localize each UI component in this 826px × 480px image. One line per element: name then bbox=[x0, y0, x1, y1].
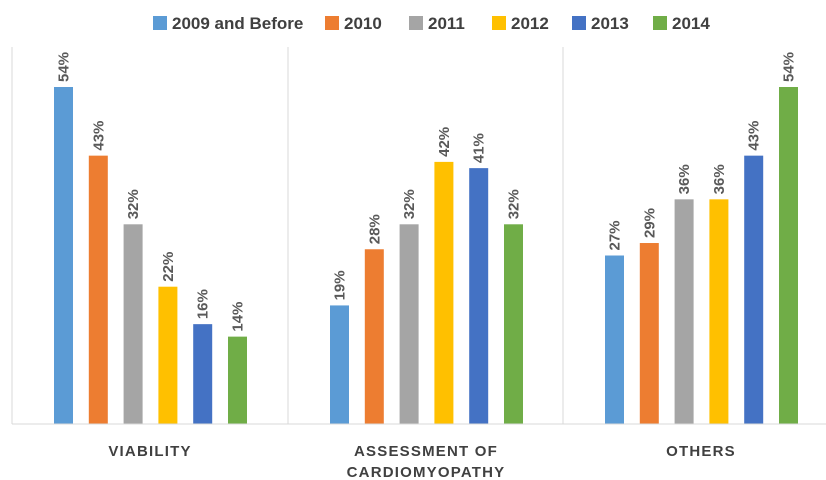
category-dividers bbox=[11, 47, 564, 424]
legend: 2009 and Before 2010 2011 2012 2013 2014 bbox=[153, 14, 710, 33]
data-label-others-2013: 43% bbox=[746, 121, 763, 151]
legend-label-2010: 2010 bbox=[344, 14, 382, 33]
data-label-assessment-of-cardiomyopathy-2012: 42% bbox=[436, 127, 453, 157]
legend-swatch-2011 bbox=[409, 16, 423, 30]
data-label-viability-2013: 16% bbox=[195, 289, 212, 319]
data-label-assessment-of-cardiomyopathy-2013: 41% bbox=[471, 133, 488, 163]
data-label-assessment-of-cardiomyopathy-2011: 32% bbox=[401, 189, 418, 219]
legend-label-2012: 2012 bbox=[511, 14, 549, 33]
bar-assessment-of-cardiomyopathy-2010 bbox=[364, 249, 384, 424]
data-label-others-2014: 54% bbox=[781, 52, 798, 82]
data-label-viability-2012: 22% bbox=[160, 252, 177, 282]
bar-assessment-of-cardiomyopathy-2013 bbox=[469, 168, 489, 424]
bar-assessment-of-cardiomyopathy-2012 bbox=[434, 161, 454, 424]
category-label-assessment-of-cardiomyopathy: ASSESSMENT OF bbox=[354, 443, 498, 460]
bar-assessment-of-cardiomyopathy-2011 bbox=[399, 224, 419, 424]
data-label-others-2010: 29% bbox=[641, 208, 658, 238]
bar-viability-2012 bbox=[158, 286, 178, 424]
bar-others-2014 bbox=[779, 87, 798, 424]
data-label-others-2011: 36% bbox=[676, 164, 693, 194]
legend-swatch-2014 bbox=[653, 16, 667, 30]
legend-label-2013: 2013 bbox=[591, 14, 629, 33]
data-label-assessment-of-cardiomyopathy-2010: 28% bbox=[366, 214, 383, 244]
bar-viability-2014 bbox=[228, 336, 247, 424]
bar-others-2013 bbox=[744, 155, 764, 425]
legend-label-2014: 2014 bbox=[672, 14, 710, 33]
bar-viability-2009-and-before bbox=[54, 87, 73, 424]
plot-area: 54% 43% 32% 22% 16% 14% 19% 28% 32% 42% 41% 32% 27% 2… bbox=[54, 52, 798, 425]
data-label-others-2012: 36% bbox=[711, 164, 728, 194]
category-labels: VIABILITY ASSESSMENT OF CARDIOMYOPATHY OTHE… bbox=[108, 443, 736, 480]
category-label-viability: VIABILITY bbox=[108, 443, 191, 460]
bar-others-2012 bbox=[709, 199, 729, 424]
bar-viability-2013 bbox=[193, 324, 213, 424]
legend-swatch-2012 bbox=[492, 16, 506, 30]
data-label-viability-2010: 43% bbox=[90, 121, 107, 151]
legend-swatch-2010 bbox=[325, 16, 339, 30]
data-label-assessment-of-cardiomyopathy-2014: 32% bbox=[506, 189, 523, 219]
data-label-viability-2014: 14% bbox=[230, 302, 247, 332]
bar-others-2009-and-before bbox=[605, 255, 624, 424]
legend-swatch-2009-and-before bbox=[153, 16, 167, 30]
category-label-others: OTHERS bbox=[666, 443, 736, 460]
bar-others-2010 bbox=[639, 243, 659, 424]
data-label-assessment-of-cardiomyopathy-2009-and-before: 19% bbox=[332, 270, 349, 300]
data-label-viability-2011: 32% bbox=[125, 189, 142, 219]
legend-swatch-2013 bbox=[572, 16, 586, 30]
data-label-viability-2009-and-before: 54% bbox=[56, 52, 73, 82]
bar-others-2011 bbox=[674, 199, 694, 424]
bar-assessment-of-cardiomyopathy-2014 bbox=[504, 224, 523, 424]
category-label-assessment-of-cardiomyopathy: CARDIOMYOPATHY bbox=[347, 464, 506, 480]
bar-assessment-of-cardiomyopathy-2009-and-before bbox=[330, 305, 349, 424]
legend-label-2009-and-before: 2009 and Before bbox=[172, 14, 303, 33]
legend-label-2011: 2011 bbox=[428, 14, 465, 33]
data-label-others-2009-and-before: 27% bbox=[607, 220, 624, 250]
bar-viability-2011 bbox=[123, 224, 143, 424]
bar-viability-2010 bbox=[88, 155, 108, 425]
